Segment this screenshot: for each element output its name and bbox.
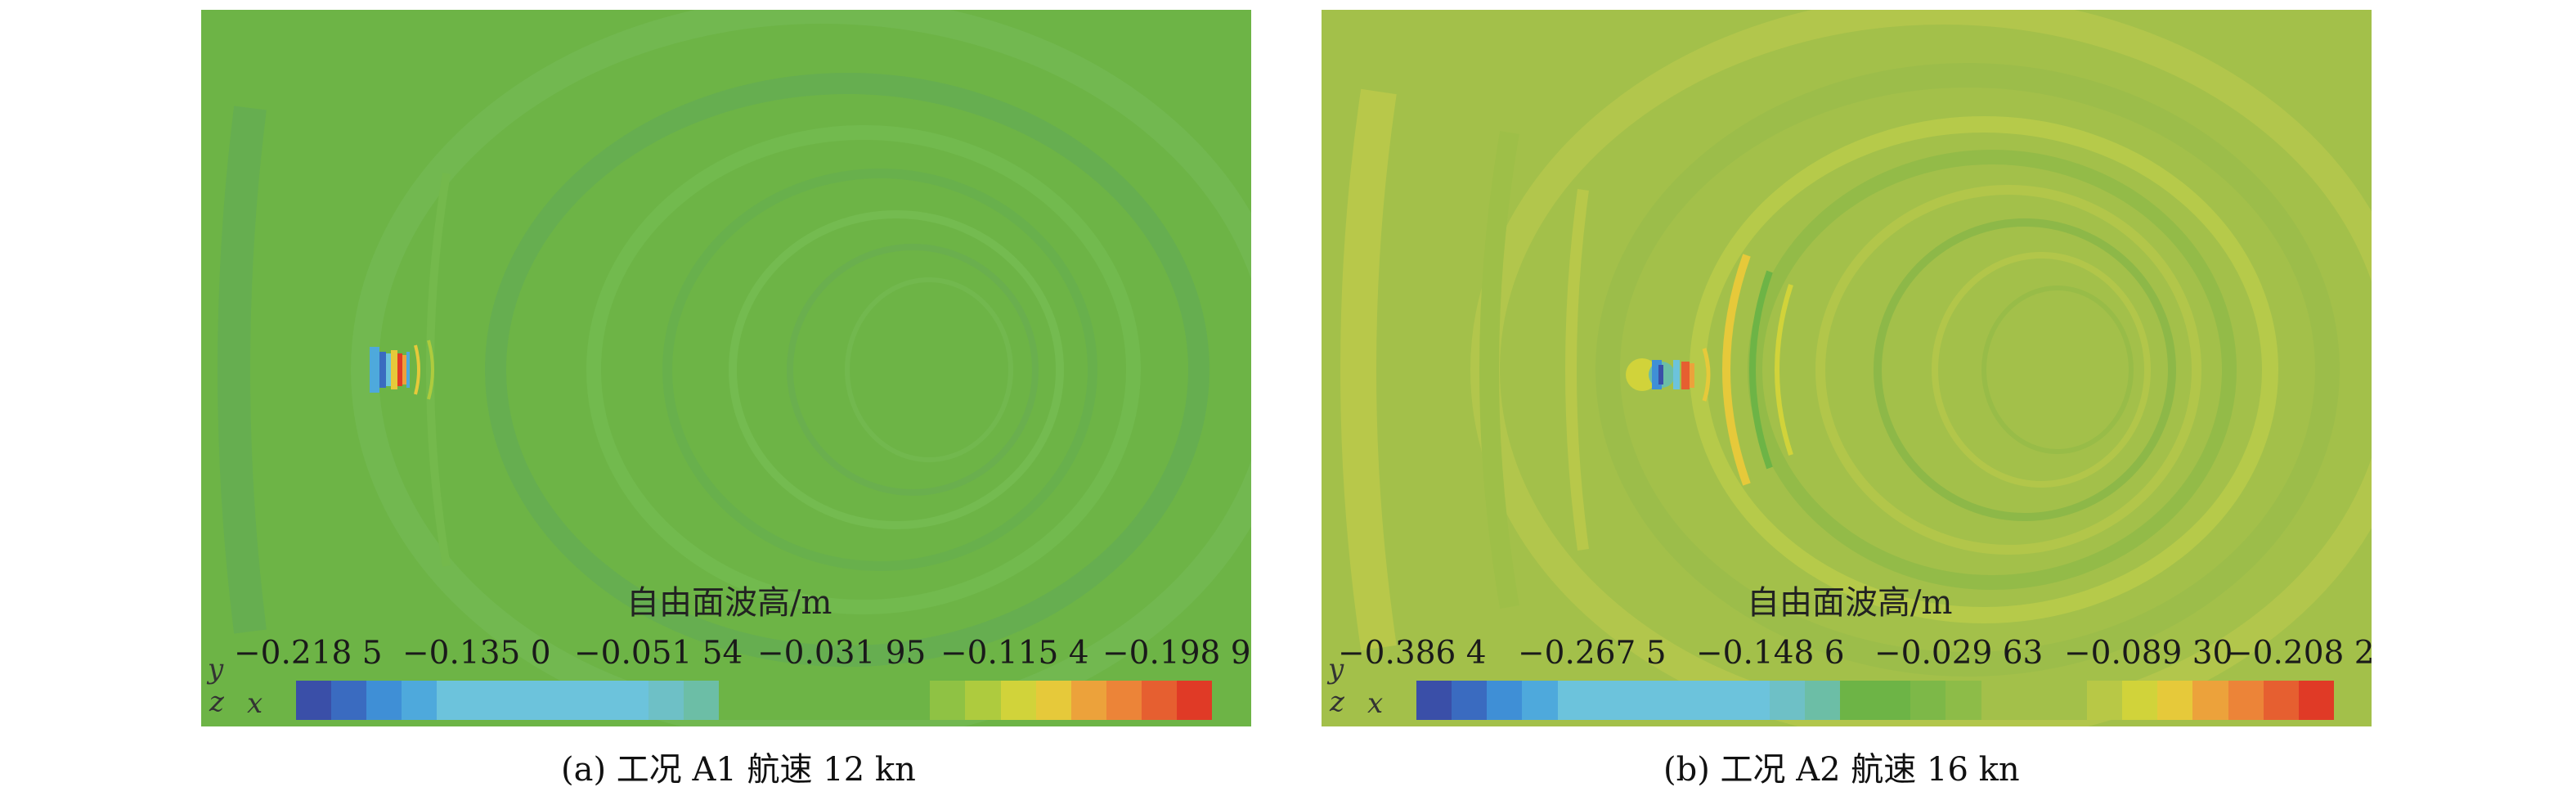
colorbar-segment <box>402 681 438 720</box>
colorbar-segment <box>1769 681 1805 720</box>
colorbar-segment <box>1945 681 1981 720</box>
axis-label-y: y <box>208 653 224 686</box>
colorbar-segment <box>1875 681 1911 720</box>
colorbar-segment <box>542 681 578 720</box>
colorbar-segment <box>1839 681 1876 720</box>
caption-panel-a: (a) 工况 A1 航速 12 kn <box>561 751 916 789</box>
colorbar-segment <box>895 681 931 720</box>
colorbar-segment <box>472 681 508 720</box>
colorbar-segment <box>507 681 543 720</box>
colorbar <box>1416 681 2335 720</box>
axis-label-x: x <box>247 687 263 720</box>
colorbar-tick-label: −0.198 9 <box>1102 635 1251 672</box>
colorbar-segment <box>1487 681 1523 720</box>
colorbar-segment <box>648 681 684 720</box>
colorbar-segment <box>1141 681 1177 720</box>
wave-field-a <box>218 10 1251 726</box>
colorbar-segment <box>1522 681 1558 720</box>
colorbar-segment <box>1910 681 1946 720</box>
colorbar-segment <box>1000 681 1036 720</box>
axis-label-y: y <box>1328 653 1344 686</box>
colorbar-segment <box>613 681 648 720</box>
colorbar-tick-label: −0.208 2 <box>2226 635 2372 672</box>
caption-panel-b: (b) 工况 A2 航速 16 kn <box>1663 751 2020 789</box>
axis-label-x: x <box>1367 687 1384 720</box>
colorbar-segment <box>1592 681 1628 720</box>
colorbar-segment <box>965 681 1001 720</box>
colorbar-segment <box>1699 681 1735 720</box>
colorbar-segment <box>754 681 790 720</box>
colorbar-segment <box>2016 681 2052 720</box>
colorbar-segment <box>1035 681 1071 720</box>
colorbar-segment <box>2086 681 2123 720</box>
colorbar-segment <box>366 681 402 720</box>
axis-label-z: z <box>1330 686 1344 718</box>
colorbar-segment <box>1557 681 1593 720</box>
colorbar-tick-label: −0.089 30 <box>2064 635 2233 672</box>
colorbar-segment <box>1627 681 1664 720</box>
colorbar-segment <box>296 681 332 720</box>
wave-contour-panel-b: 自由面波高/m −0.386 4 −0.267 5 −0.148 6 −0.02… <box>1322 10 2372 726</box>
colorbar-tick-label: −0.029 63 <box>1874 635 2044 672</box>
wave-contour-panel-a: 自由面波高/m −0.218 5 −0.135 0 −0.051 54 −0.0… <box>201 10 1251 726</box>
colorbar-segment <box>2051 681 2087 720</box>
colorbar-segment <box>437 681 473 720</box>
colorbar-segment <box>1106 681 1142 720</box>
colorbar-tick-label: −0.218 5 <box>234 635 383 672</box>
colorbar-segment <box>1416 681 1452 720</box>
colorbar-tick-label: −0.135 0 <box>402 635 551 672</box>
wave-field-b <box>1340 10 2372 726</box>
colorbar-segment <box>1663 681 1699 720</box>
colorbar <box>296 681 1213 720</box>
colorbar-segment <box>859 681 895 720</box>
colorbar-segment <box>2298 681 2335 720</box>
colorbar-tick-label: −0.051 54 <box>574 635 743 672</box>
colorbar-segment <box>2122 681 2158 720</box>
colorbar-segment <box>2192 681 2228 720</box>
colorbar-segment <box>331 681 367 720</box>
colorbar-segment <box>718 681 755 720</box>
colorbar-tick-label: −0.267 5 <box>1518 635 1667 672</box>
colorbar-segment <box>930 681 966 720</box>
colorbar-title: 自由面波高/m <box>626 584 832 622</box>
colorbar-segment <box>2263 681 2299 720</box>
colorbar-segment <box>577 681 613 720</box>
colorbar-segment <box>1070 681 1106 720</box>
colorbar-tick-label: −0.115 4 <box>940 635 1089 672</box>
colorbar-title: 自由面波高/m <box>1747 584 1953 622</box>
colorbar-segment <box>1452 681 1488 720</box>
colorbar-segment <box>1734 681 1770 720</box>
colorbar-tick-label: −0.031 95 <box>757 635 927 672</box>
colorbar-segment <box>789 681 825 720</box>
colorbar-segment <box>824 681 860 720</box>
colorbar-segment <box>1981 681 2017 720</box>
axis-label-z: z <box>209 686 224 718</box>
colorbar-segment <box>1176 681 1213 720</box>
colorbar-tick-label: −0.148 6 <box>1696 635 1845 672</box>
colorbar-tick-label: −0.386 4 <box>1338 635 1487 672</box>
colorbar-segment <box>2228 681 2264 720</box>
colorbar-segment <box>1804 681 1840 720</box>
colorbar-segment <box>683 681 719 720</box>
colorbar-segment <box>2157 681 2193 720</box>
